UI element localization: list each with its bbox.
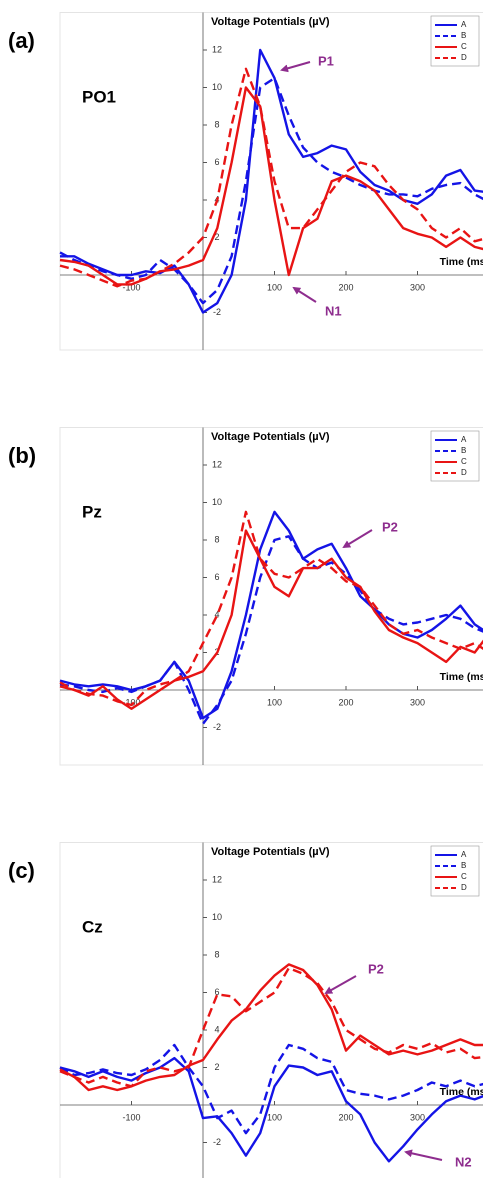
legend-label: C [461, 42, 467, 51]
y-tick-label: 2 [214, 1062, 219, 1072]
x-axis-label: Time (ms) [440, 256, 483, 268]
y-tick-label: 2 [214, 232, 219, 242]
x-tick-label: 200 [338, 282, 353, 292]
annotation-arrow [280, 61, 311, 73]
series-line [59, 510, 483, 720]
y-tick-label: 6 [214, 987, 219, 997]
legend-label: D [461, 883, 467, 892]
annotation-arrow [324, 975, 357, 994]
plot-frame [59, 427, 483, 766]
x-tick-label: 300 [410, 697, 425, 707]
series-line [59, 76, 483, 305]
y-tick-label: 4 [214, 609, 219, 619]
y-tick-label: 10 [212, 497, 222, 507]
y-tick-label: -2 [213, 722, 221, 732]
annotation-arrow [292, 286, 317, 303]
x-tick-label: 300 [410, 282, 425, 292]
legend-label: A [461, 20, 467, 29]
series-line [59, 966, 483, 1088]
panel-label: (c) [8, 858, 35, 883]
x-tick-label: 100 [267, 1112, 282, 1122]
series-line [60, 48, 483, 314]
legend-label: B [461, 31, 466, 40]
legend-label: B [461, 446, 466, 455]
x-tick-label: -100 [122, 1112, 140, 1122]
annotation: P1 [318, 53, 334, 68]
panel-label: (b) [8, 443, 36, 468]
legend-label: D [461, 53, 467, 62]
x-tick-label: -100 [122, 697, 140, 707]
channel-label: Pz [82, 502, 102, 521]
channel-label: Cz [82, 917, 103, 936]
y-axis-label: Voltage Potentials (µV) [211, 16, 330, 28]
y-axis-label: Voltage Potentials (µV) [211, 431, 330, 443]
x-axis-label: Time (ms) [440, 671, 483, 683]
y-axis-label: Voltage Potentials (µV) [211, 846, 330, 858]
y-tick-label: 4 [214, 1024, 219, 1034]
plot-frame [59, 842, 483, 1178]
series-line [59, 67, 483, 288]
plot-frame [59, 12, 483, 351]
y-tick-label: 10 [212, 912, 222, 922]
legend-label: B [461, 861, 466, 870]
y-tick-label: 6 [214, 572, 219, 582]
annotation: P2 [368, 961, 384, 976]
x-tick-label: 100 [267, 697, 282, 707]
series-line [59, 529, 483, 710]
x-tick-label: 100 [267, 282, 282, 292]
y-tick-label: 10 [212, 82, 222, 92]
panel-label: (a) [8, 28, 35, 53]
x-tick-label: 200 [338, 697, 353, 707]
annotation-arrow [404, 1149, 443, 1161]
legend-label: C [461, 872, 467, 881]
legend-label: A [461, 850, 467, 859]
y-tick-label: -2 [213, 307, 221, 317]
y-tick-label: 8 [214, 119, 219, 129]
annotation: P2 [382, 519, 398, 534]
y-tick-label: 6 [214, 157, 219, 167]
y-tick-label: 8 [214, 949, 219, 959]
x-tick-label: 300 [410, 1112, 425, 1122]
legend-label: D [461, 468, 467, 477]
series-line [59, 1056, 483, 1163]
legend-label: C [461, 457, 467, 466]
annotation: N1 [325, 303, 342, 318]
series-line [59, 510, 483, 707]
x-tick-label: 200 [338, 1112, 353, 1122]
legend-label: A [461, 435, 467, 444]
annotation: N2 [455, 1154, 472, 1169]
channel-label: PO1 [82, 87, 116, 106]
series-line [59, 535, 483, 725]
series-line [59, 963, 483, 1092]
series-line [59, 86, 483, 286]
y-tick-label: 12 [212, 44, 222, 54]
y-tick-label: 8 [214, 534, 219, 544]
x-axis-label: Time (ms) [440, 1086, 483, 1098]
annotation-arrow [342, 529, 373, 549]
x-tick-label: -100 [122, 282, 140, 292]
y-tick-label: -2 [213, 1137, 221, 1147]
y-tick-label: 12 [212, 459, 222, 469]
series-line [59, 1043, 483, 1135]
y-tick-label: 12 [212, 874, 222, 884]
